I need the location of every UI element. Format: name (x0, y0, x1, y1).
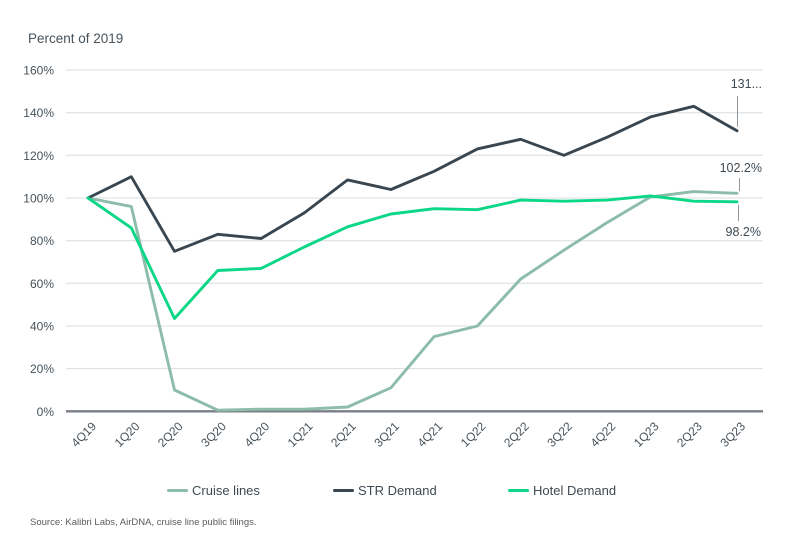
series-line-cruise-lines (86, 190, 739, 412)
x-tick-label: 4Q20 (242, 419, 273, 450)
annotation-str-end-value: 131... (730, 77, 762, 91)
y-tick-label: 20% (30, 362, 54, 376)
legend-item-cruise-lines: Cruise lines (167, 483, 260, 498)
y-tick-label: 160% (23, 64, 54, 78)
x-tick-label: 1Q22 (458, 419, 489, 450)
legend-label-cruise-lines: Cruise lines (192, 483, 260, 498)
series-line-str-demand (86, 104, 739, 253)
x-tick-label: 3Q21 (371, 419, 402, 450)
annotation-cruise-end-value: 102.2% (719, 161, 762, 175)
x-tick-label: 3Q20 (198, 419, 229, 450)
hotel-demand-line-swatch (508, 489, 529, 492)
y-tick-label: 0% (37, 405, 55, 419)
x-tick-label: 1Q23 (631, 419, 662, 450)
x-tick-label: 3Q23 (717, 419, 748, 450)
y-tick-label: 140% (23, 106, 54, 120)
str-demand-line-swatch (333, 489, 354, 492)
series-line-hotel-demand (86, 194, 739, 320)
chart-title: Percent of 2019 (28, 31, 124, 46)
annotation-hotel-end-value: 98.2% (725, 225, 761, 239)
y-tick-label: 60% (30, 277, 54, 291)
y-tick-label: 40% (30, 320, 54, 334)
legend-item-str-demand: STR Demand (333, 483, 437, 498)
x-tick-label: 4Q19 (68, 419, 99, 450)
y-tick-label: 120% (23, 149, 54, 163)
legend-label-str-demand: STR Demand (358, 483, 437, 498)
x-tick-label: 4Q21 (415, 419, 446, 450)
legend-item-hotel-demand: Hotel Demand (508, 483, 616, 498)
y-tick-label: 80% (30, 234, 54, 248)
x-tick-label: 3Q22 (544, 419, 575, 450)
y-tick-label: 100% (23, 192, 54, 206)
cruise-lines-line-swatch (167, 489, 188, 492)
x-tick-label: 4Q22 (588, 419, 619, 450)
x-tick-label: 1Q20 (112, 419, 143, 450)
x-tick-label: 1Q21 (285, 419, 316, 450)
source-note: Source: Kalibri Labs, AirDNA, cruise lin… (30, 517, 257, 528)
x-tick-label: 2Q20 (155, 419, 186, 450)
x-tick-label: 2Q22 (501, 419, 532, 450)
legend-label-hotel-demand: Hotel Demand (533, 483, 617, 498)
x-tick-label: 2Q23 (674, 419, 705, 450)
x-tick-label: 2Q21 (328, 419, 359, 450)
